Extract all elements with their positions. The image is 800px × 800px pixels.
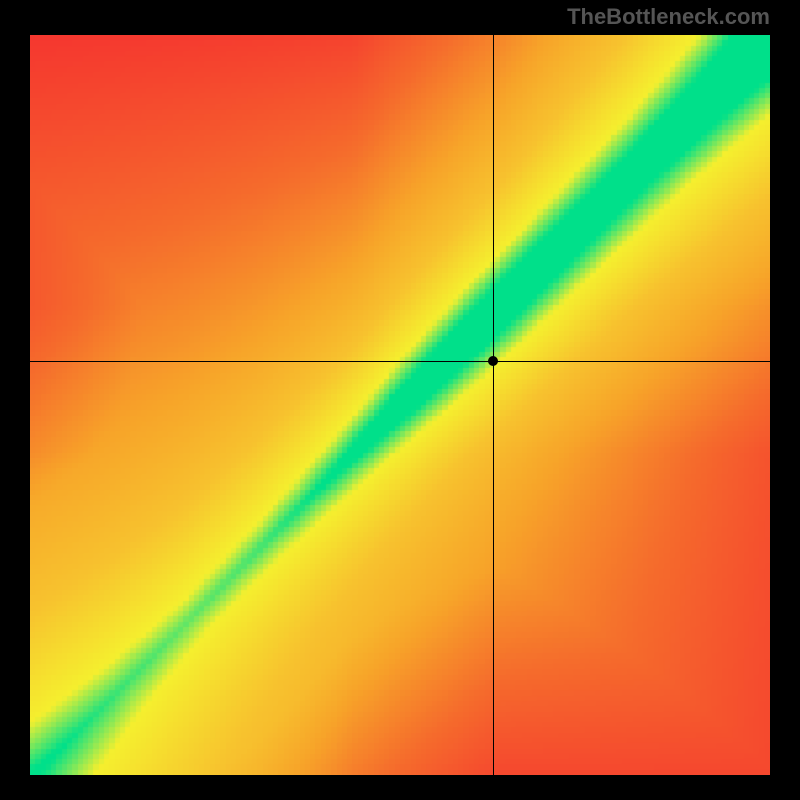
crosshair-horizontal [30, 361, 770, 362]
watermark-text: TheBottleneck.com [567, 4, 770, 30]
crosshair-vertical [493, 35, 494, 775]
bottleneck-heatmap [30, 35, 770, 775]
selection-marker [488, 356, 498, 366]
heatmap-canvas [30, 35, 770, 775]
